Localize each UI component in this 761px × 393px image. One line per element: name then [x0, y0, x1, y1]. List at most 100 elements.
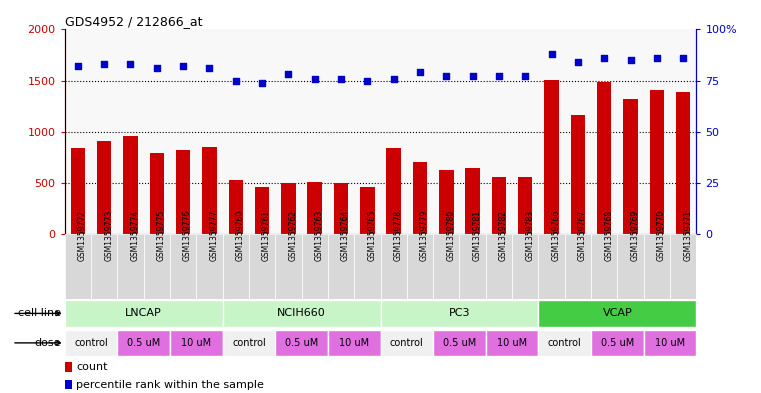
Bar: [117, 330, 170, 356]
Text: percentile rank within the sample: percentile rank within the sample: [76, 380, 264, 390]
Bar: [380, 234, 407, 299]
Bar: [387, 148, 401, 234]
Bar: [328, 234, 354, 299]
Bar: [123, 136, 138, 234]
Text: GSM1359767: GSM1359767: [578, 210, 587, 261]
Text: GSM1359776: GSM1359776: [183, 210, 192, 261]
Text: GSM1359780: GSM1359780: [446, 210, 455, 261]
Text: GSM1359772: GSM1359772: [78, 210, 87, 261]
Point: [124, 61, 136, 67]
Bar: [644, 234, 670, 299]
Text: GSM1359768: GSM1359768: [604, 210, 613, 261]
Bar: [65, 330, 117, 356]
Point: [177, 63, 189, 70]
Bar: [170, 234, 196, 299]
Text: 0.5 uM: 0.5 uM: [443, 338, 476, 348]
Bar: [617, 234, 644, 299]
Point: [151, 65, 163, 72]
Bar: [380, 300, 539, 327]
Text: 10 uM: 10 uM: [497, 338, 527, 348]
Point: [493, 73, 505, 80]
Text: GSM1359777: GSM1359777: [209, 210, 218, 261]
Point: [598, 55, 610, 61]
Bar: [170, 330, 223, 356]
Point: [335, 75, 347, 82]
Text: control: control: [548, 338, 581, 348]
Point: [546, 51, 558, 57]
Text: 0.5 uM: 0.5 uM: [127, 338, 161, 348]
Text: count: count: [76, 362, 107, 372]
Bar: [275, 330, 328, 356]
Text: 0.5 uM: 0.5 uM: [285, 338, 318, 348]
Point: [519, 73, 531, 80]
Text: 10 uM: 10 uM: [339, 338, 369, 348]
Bar: [539, 234, 565, 299]
Bar: [597, 82, 611, 234]
Bar: [301, 234, 328, 299]
Text: GSM1359766: GSM1359766: [552, 210, 561, 261]
Text: 10 uM: 10 uM: [655, 338, 685, 348]
Text: dose: dose: [34, 338, 61, 348]
Bar: [565, 234, 591, 299]
Bar: [492, 176, 506, 234]
Text: GSM1359770: GSM1359770: [657, 210, 666, 261]
Point: [98, 61, 110, 67]
Bar: [202, 147, 217, 234]
Point: [572, 59, 584, 65]
Bar: [65, 300, 223, 327]
Text: PC3: PC3: [449, 309, 470, 318]
Text: cell line: cell line: [18, 309, 61, 318]
Point: [466, 73, 479, 80]
Bar: [65, 380, 72, 389]
Bar: [228, 180, 243, 234]
Point: [361, 77, 374, 84]
Text: GSM1359778: GSM1359778: [393, 210, 403, 261]
Text: GSM1359781: GSM1359781: [473, 210, 482, 261]
Bar: [460, 234, 486, 299]
Bar: [433, 234, 460, 299]
Text: GSM1359763: GSM1359763: [315, 210, 323, 261]
Bar: [518, 176, 533, 234]
Text: GSM1359762: GSM1359762: [288, 210, 298, 261]
Point: [387, 75, 400, 82]
Bar: [644, 330, 696, 356]
Point: [309, 75, 321, 82]
Text: VCAP: VCAP: [603, 309, 632, 318]
Bar: [249, 234, 275, 299]
Bar: [144, 234, 170, 299]
Text: GSM1359773: GSM1359773: [104, 210, 113, 261]
Bar: [281, 183, 295, 234]
Bar: [676, 92, 690, 234]
Text: GSM1359775: GSM1359775: [157, 210, 166, 261]
Text: GSM1359760: GSM1359760: [236, 210, 245, 261]
Text: 10 uM: 10 uM: [181, 338, 212, 348]
Bar: [307, 182, 322, 234]
Bar: [466, 169, 480, 234]
Text: GSM1359769: GSM1359769: [631, 210, 639, 261]
Bar: [334, 183, 349, 234]
Bar: [255, 187, 269, 234]
Bar: [65, 234, 91, 299]
Bar: [360, 187, 374, 234]
Text: LNCAP: LNCAP: [126, 309, 162, 318]
Bar: [539, 300, 696, 327]
Text: control: control: [74, 338, 108, 348]
Text: GSM1359782: GSM1359782: [499, 210, 508, 261]
Text: 0.5 uM: 0.5 uM: [600, 338, 634, 348]
Text: GSM1359761: GSM1359761: [262, 210, 271, 261]
Bar: [97, 141, 111, 234]
Point: [440, 73, 452, 80]
Bar: [117, 234, 144, 299]
Bar: [407, 234, 433, 299]
Bar: [354, 234, 380, 299]
Point: [282, 71, 295, 77]
Bar: [591, 234, 617, 299]
Point: [625, 57, 637, 63]
Bar: [91, 234, 117, 299]
Bar: [433, 330, 486, 356]
Bar: [71, 148, 85, 234]
Bar: [486, 330, 539, 356]
Bar: [650, 90, 664, 234]
Text: control: control: [232, 338, 266, 348]
Bar: [223, 300, 380, 327]
